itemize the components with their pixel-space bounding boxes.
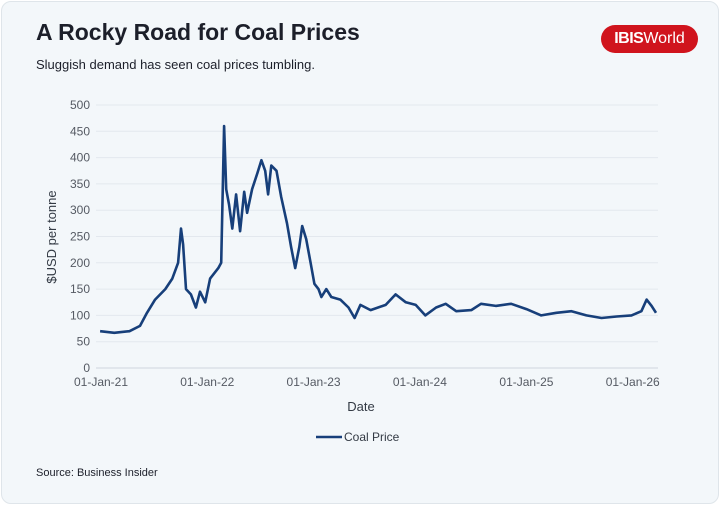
source-note: Source: Business Insider: [36, 467, 158, 479]
y-tick-label: 0: [83, 361, 90, 375]
x-tick-label: 01-Jan-26: [606, 375, 660, 389]
x-axis-label: Date: [347, 399, 374, 414]
y-tick-label: 50: [77, 335, 91, 349]
y-axis-label: $USD per tonne: [44, 190, 59, 283]
chart-subtitle: Sluggish demand has seen coal prices tum…: [36, 57, 315, 72]
y-tick-label: 200: [70, 256, 90, 270]
x-tick-label: 01-Jan-22: [180, 375, 234, 389]
ibisworld-logo: IBISWorld: [601, 25, 698, 53]
y-tick-label: 450: [70, 124, 90, 138]
x-tick-label: 01-Jan-24: [393, 375, 447, 389]
y-tick-label: 350: [70, 177, 90, 191]
y-tick-label: 100: [70, 308, 90, 322]
y-tick-label: 300: [70, 203, 90, 217]
x-tick-label: 01-Jan-21: [74, 375, 128, 389]
chart-title: A Rocky Road for Coal Prices: [36, 19, 360, 45]
y-tick-label: 250: [70, 230, 90, 244]
y-axis-ticks: 0 50 100 150 200 250 300 350 400 450 500: [70, 98, 90, 375]
x-tick-label: 01-Jan-23: [287, 375, 341, 389]
x-axis-ticks: 01-Jan-21 01-Jan-22 01-Jan-23 01-Jan-24 01-J…: [74, 375, 660, 389]
y-tick-label: 150: [70, 282, 90, 296]
legend: Coal Price: [316, 430, 400, 444]
x-tick-label: 01-Jan-25: [499, 375, 553, 389]
y-tick-label: 500: [70, 98, 90, 112]
coal-price-line: [99, 124, 658, 335]
legend-label: Coal Price: [344, 430, 400, 444]
gridlines: [96, 104, 658, 369]
y-tick-label: 400: [70, 151, 90, 165]
